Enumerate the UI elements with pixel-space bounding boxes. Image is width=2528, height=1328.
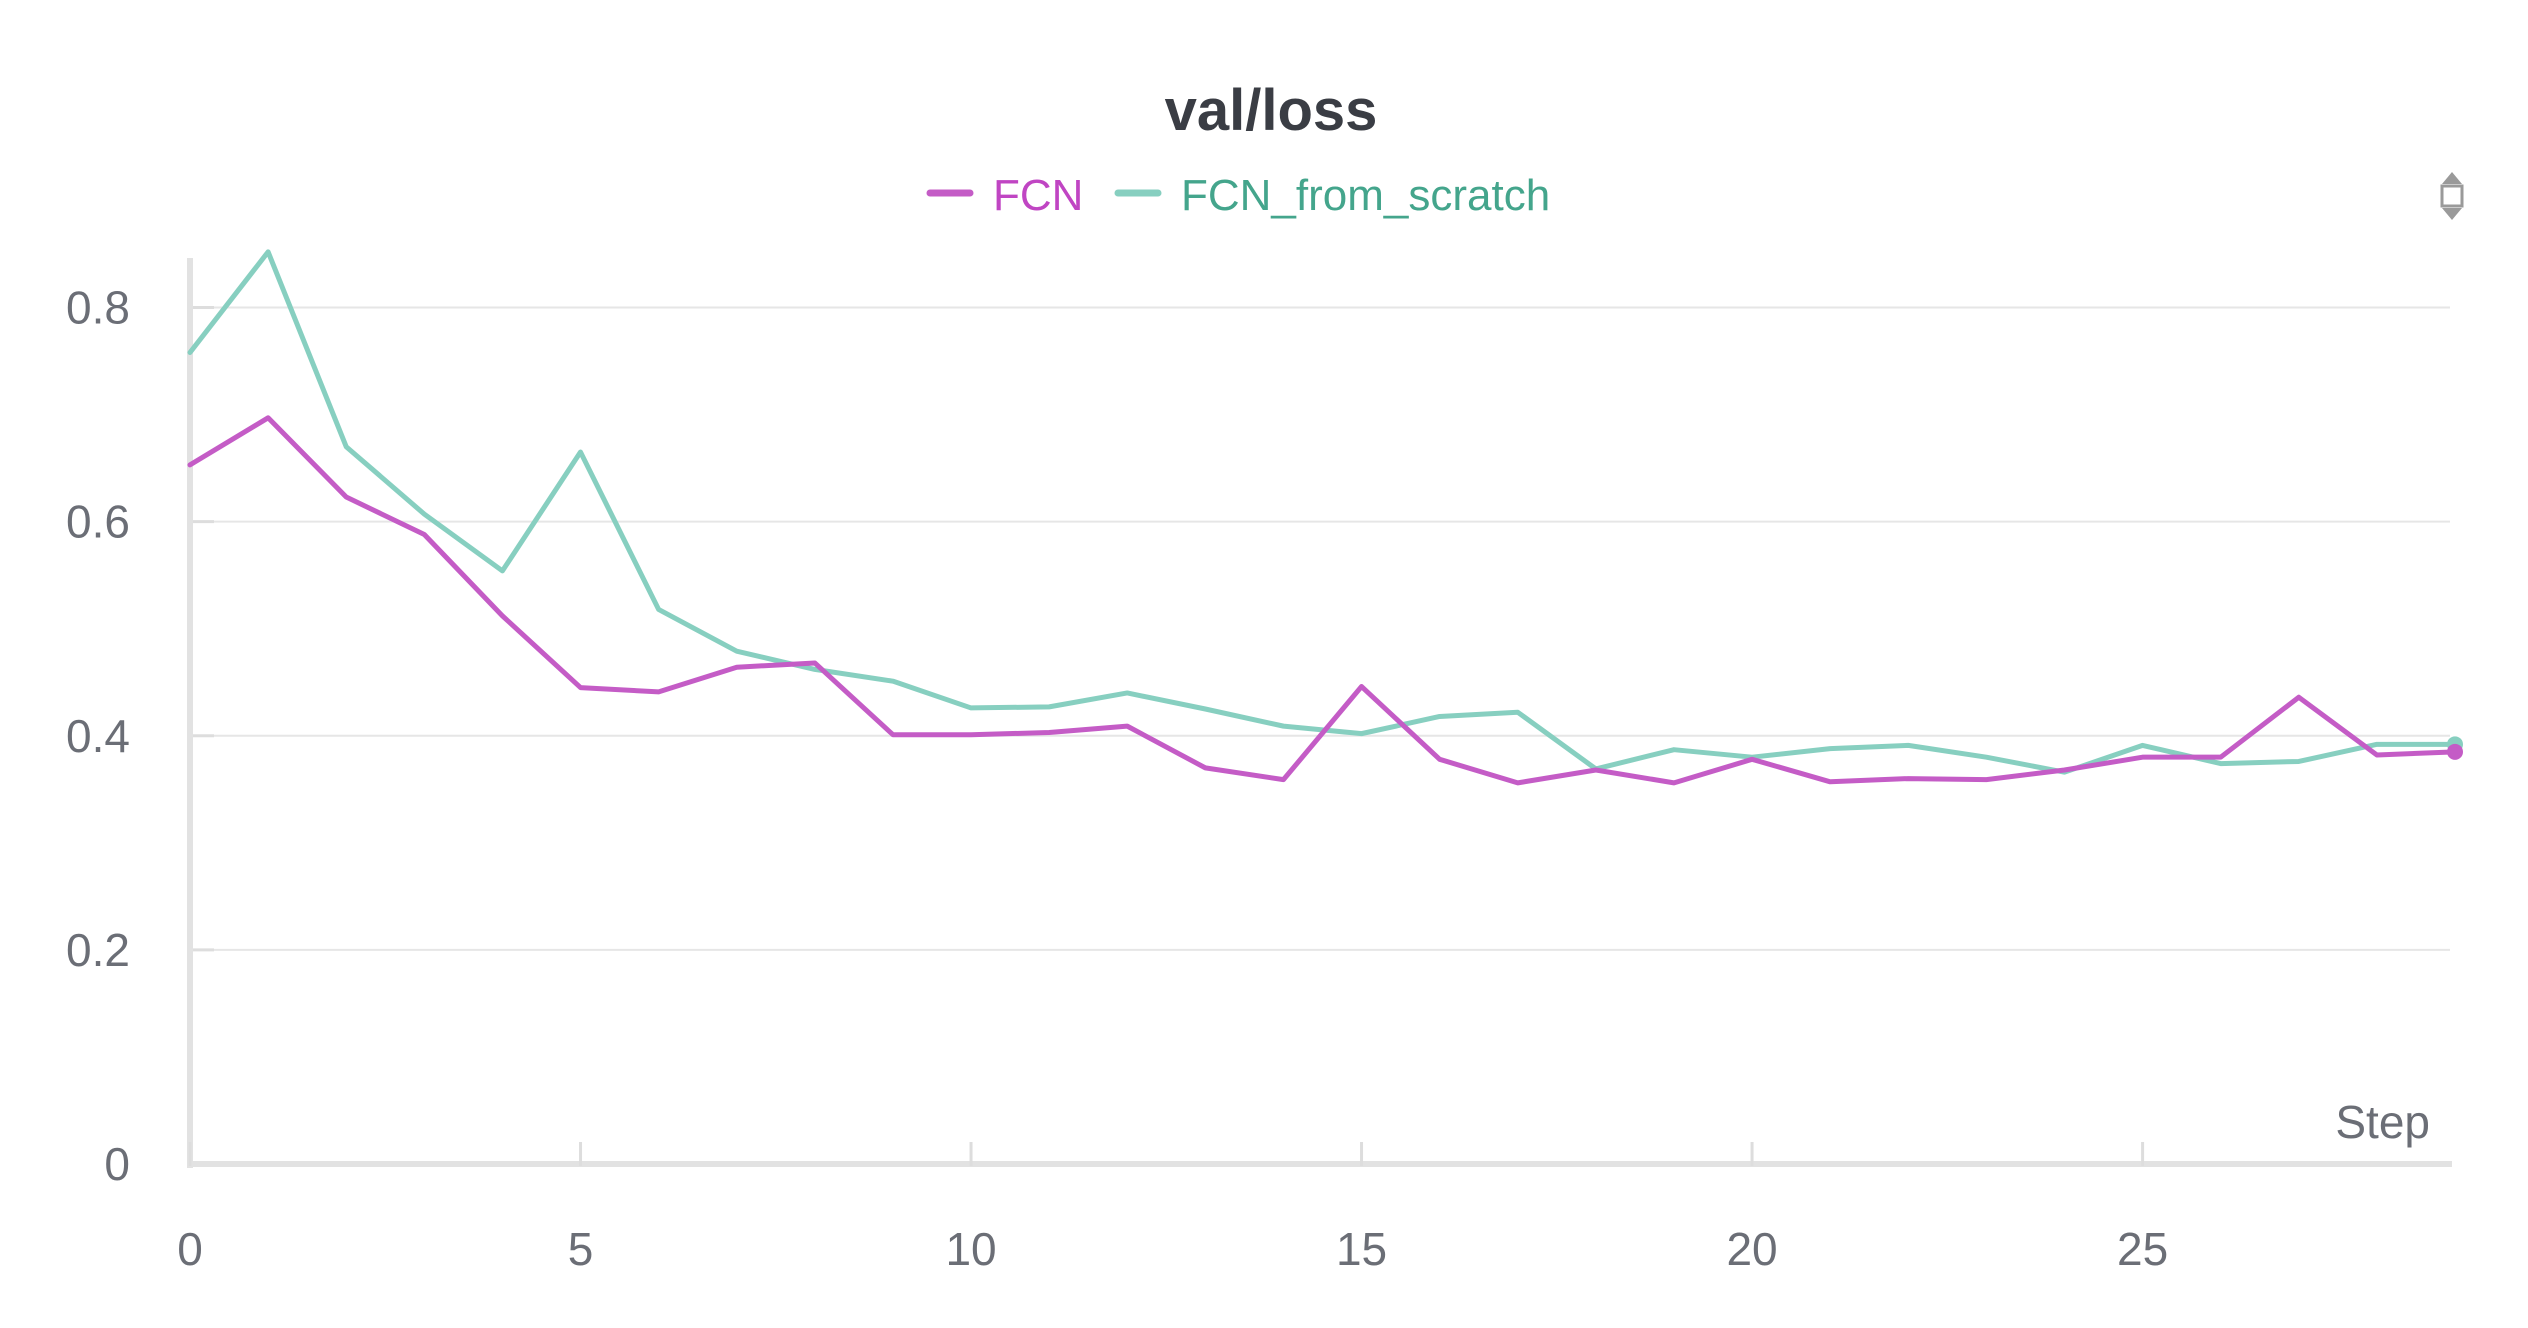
x-tick-label: 20	[1726, 1223, 1777, 1275]
x-tick-label: 5	[568, 1223, 594, 1275]
chart-title: val/loss	[1165, 78, 1378, 143]
x-axis-label: Step	[2335, 1096, 2430, 1148]
x-tick-label: 25	[2117, 1223, 2168, 1275]
x-tick-label: 0	[177, 1223, 203, 1275]
series-end-point	[2447, 743, 2463, 760]
legend-label[interactable]: FCN_from_scratch	[1181, 171, 1550, 220]
series-lines	[187, 249, 2463, 786]
legend[interactable]: FCN FCN_from_scratch	[926, 171, 1550, 220]
x-tick-label: 10	[945, 1223, 996, 1275]
y-tick-label: 0	[104, 1138, 130, 1190]
x-tick-label: 15	[1336, 1223, 1387, 1275]
y-tick-label: 0.2	[66, 924, 130, 976]
legend-label[interactable]: FCN	[993, 171, 1083, 220]
series-line[interactable]	[187, 415, 2458, 786]
axes: 0 0.2 0.4 0.6 0.8 0 5 10 15 20 25 Step	[66, 258, 2452, 1275]
series-line[interactable]	[187, 249, 2458, 775]
y-tick-label: 0.4	[66, 710, 130, 762]
y-tick-label: 0.6	[66, 496, 130, 548]
grid-lines	[190, 306, 2450, 951]
resize-handle-icon[interactable]	[2440, 172, 2464, 220]
y-tick-label: 0.8	[66, 282, 130, 334]
